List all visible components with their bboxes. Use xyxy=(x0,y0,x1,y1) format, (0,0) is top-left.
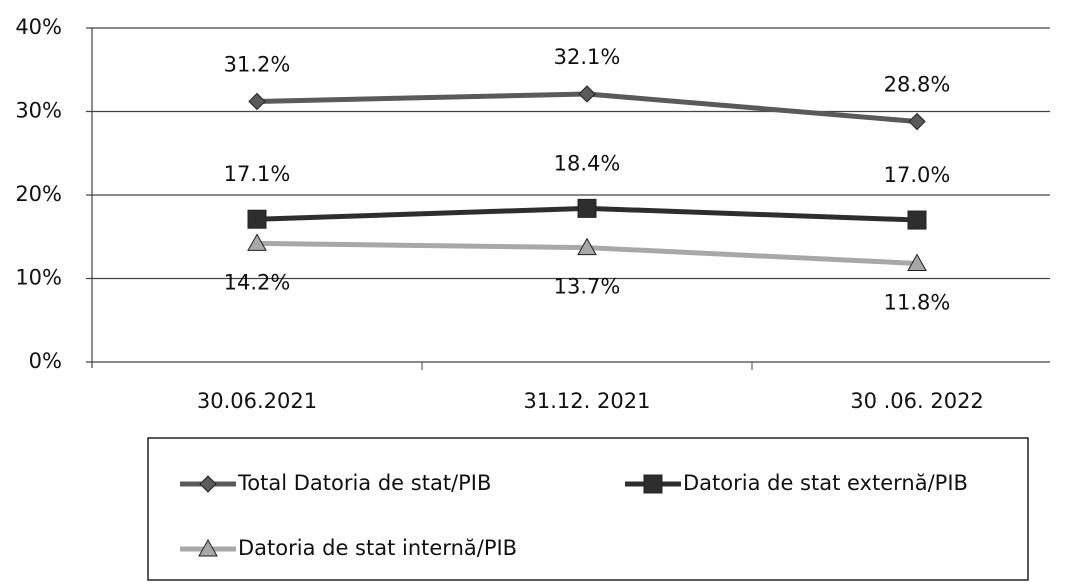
legend-label: Datoria de stat internă/PIB xyxy=(238,536,517,560)
legend-marker xyxy=(199,475,217,493)
data-label: 28.8% xyxy=(884,73,951,97)
y-tick-label: 40% xyxy=(15,15,62,39)
legend-label: Datoria de stat externă/PIB xyxy=(683,471,968,495)
y-tick-label: 20% xyxy=(15,182,62,206)
y-tick-label: 0% xyxy=(29,349,62,373)
legend-marker xyxy=(643,474,663,494)
data-point xyxy=(577,237,597,256)
data-label: 14.2% xyxy=(224,270,291,294)
data-label: 18.4% xyxy=(554,151,621,175)
data-label: 17.1% xyxy=(224,162,291,186)
x-tick-label: 31.12. 2021 xyxy=(524,389,651,413)
data-point xyxy=(577,198,597,218)
data-label: 13.7% xyxy=(554,275,621,299)
data-point xyxy=(248,92,266,111)
y-tick-label: 30% xyxy=(15,99,62,123)
data-label: 11.8% xyxy=(884,290,951,314)
data-point xyxy=(578,85,596,103)
data-point xyxy=(247,209,267,229)
data-point xyxy=(247,233,267,251)
data-point xyxy=(907,210,927,230)
legend-box xyxy=(147,437,1029,581)
legend-label: Total Datoria de stat/PIB xyxy=(237,471,491,495)
data-label: 31.2% xyxy=(224,52,291,76)
data-point xyxy=(908,112,926,131)
data-point xyxy=(907,253,927,271)
x-tick-label: 30 .06. 2022 xyxy=(850,389,984,413)
data-label: 17.0% xyxy=(884,163,951,187)
y-tick-label: 10% xyxy=(15,266,62,290)
data-label: 32.1% xyxy=(554,45,621,69)
x-tick-label: 30.06.2021 xyxy=(197,389,317,413)
legend-marker xyxy=(198,538,218,557)
